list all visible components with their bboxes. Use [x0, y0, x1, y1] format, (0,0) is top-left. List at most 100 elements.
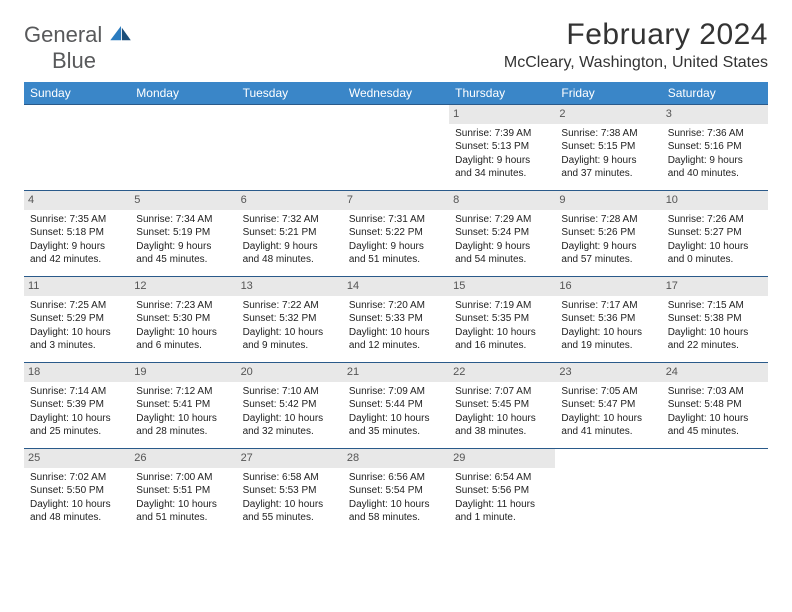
calendar-body: 1Sunrise: 7:39 AMSunset: 5:13 PMDaylight… [24, 105, 768, 535]
daylight-text: and 0 minutes. [668, 253, 762, 267]
calendar-day: 13Sunrise: 7:22 AMSunset: 5:32 PMDayligh… [237, 277, 343, 363]
sunrise-text: Sunrise: 7:17 AM [561, 299, 655, 313]
sunset-text: Sunset: 5:16 PM [668, 140, 762, 154]
day-number: 10 [662, 191, 768, 210]
weekday-header: Monday [130, 82, 236, 105]
daylight-text: and 25 minutes. [30, 425, 124, 439]
sunrise-text: Sunrise: 6:56 AM [349, 471, 443, 485]
sunset-text: Sunset: 5:26 PM [561, 226, 655, 240]
day-number: 3 [662, 105, 768, 124]
day-number: 11 [24, 277, 130, 296]
sunset-text: Sunset: 5:42 PM [243, 398, 337, 412]
day-number: 28 [343, 449, 449, 468]
calendar-day-empty [555, 449, 661, 535]
daylight-text: Daylight: 10 hours [561, 326, 655, 340]
sunrise-text: Sunrise: 7:25 AM [30, 299, 124, 313]
calendar-day: 23Sunrise: 7:05 AMSunset: 5:47 PMDayligh… [555, 363, 661, 449]
calendar-week: 11 Sunrise: 7:25 AMSunset: 5:29 PM Dayligh… [24, 277, 768, 363]
weekday-header: Wednesday [343, 82, 449, 105]
daylight-text: Daylight: 9 hours [561, 154, 655, 168]
daylight-text: and 38 minutes. [455, 425, 549, 439]
daylight-text: Daylight: 9 hours [136, 240, 230, 254]
sunrise-text: Sunrise: 7:05 AM [561, 385, 655, 399]
daylight-text: Daylight: 9 hours [243, 240, 337, 254]
calendar-day: 25 Sunrise: 7:02 AMSunset: 5:50 PMDayligh… [24, 449, 130, 535]
sunset-text: Sunset: 5:36 PM [561, 312, 655, 326]
daylight-text: and 6 minutes. [136, 339, 230, 353]
calendar-day: 14Sunrise: 7:20 AMSunset: 5:33 PMDayligh… [343, 277, 449, 363]
calendar-header-row: SundayMondayTuesdayWednesdayThursdayFrid… [24, 82, 768, 105]
day-number: 18 [24, 363, 130, 382]
calendar-day: 12Sunrise: 7:23 AMSunset: 5:30 PMDayligh… [130, 277, 236, 363]
day-number: 25 [24, 449, 130, 468]
daylight-text: Daylight: 10 hours [136, 498, 230, 512]
sunset-text: Sunset: 5:33 PM [349, 312, 443, 326]
month-title: February 2024 [504, 18, 768, 52]
daylight-text: and 57 minutes. [561, 253, 655, 267]
sunrise-text: Sunrise: 7:09 AM [349, 385, 443, 399]
sunrise-text: Sunrise: 7:38 AM [561, 127, 655, 141]
day-number: 4 [24, 191, 130, 210]
daylight-text: and 58 minutes. [349, 511, 443, 525]
sunset-text: Sunset: 5:53 PM [243, 484, 337, 498]
sunset-text: Sunset: 5:22 PM [349, 226, 443, 240]
day-number: 9 [555, 191, 661, 210]
daylight-text: Daylight: 10 hours [349, 412, 443, 426]
calendar-day: 29Sunrise: 6:54 AMSunset: 5:56 PMDayligh… [449, 449, 555, 535]
calendar-day-empty [130, 105, 236, 191]
daylight-text: Daylight: 10 hours [668, 326, 762, 340]
sunrise-text: Sunrise: 7:26 AM [668, 213, 762, 227]
daylight-text: and 51 minutes. [349, 253, 443, 267]
daylight-text: Daylight: 10 hours [243, 326, 337, 340]
calendar-day: 28Sunrise: 6:56 AMSunset: 5:54 PMDayligh… [343, 449, 449, 535]
daylight-text: and 45 minutes. [136, 253, 230, 267]
sunrise-text: Sunrise: 7:19 AM [455, 299, 549, 313]
sunrise-text: Sunrise: 7:02 AM [30, 471, 124, 485]
calendar-day: 6Sunrise: 7:32 AMSunset: 5:21 PMDaylight… [237, 191, 343, 277]
day-number: 24 [662, 363, 768, 382]
calendar-page: General Blue February 2024 McCleary, Was… [0, 0, 792, 547]
sunset-text: Sunset: 5:50 PM [30, 484, 124, 498]
calendar-day: 15 Sunrise: 7:19 AMSunset: 5:35 PMDayligh… [449, 277, 555, 363]
calendar-week: 18Sunrise: 7:14 AMSunset: 5:39 PMDayligh… [24, 363, 768, 449]
daylight-text: and 55 minutes. [243, 511, 337, 525]
daylight-text: Daylight: 9 hours [561, 240, 655, 254]
day-number: 19 [130, 363, 236, 382]
sunset-text: Sunset: 5:39 PM [30, 398, 124, 412]
sunset-text: Sunset: 5:35 PM [455, 312, 549, 326]
day-number: 29 [449, 449, 555, 468]
daylight-text: and 3 minutes. [30, 339, 124, 353]
sunset-text: Sunset: 5:48 PM [668, 398, 762, 412]
sunset-text: Sunset: 5:56 PM [455, 484, 549, 498]
day-number: 7 [343, 191, 449, 210]
calendar-day: 10Sunrise: 7:26 AMSunset: 5:27 PMDayligh… [662, 191, 768, 277]
daylight-text: and 48 minutes. [243, 253, 337, 267]
calendar-day: 1Sunrise: 7:39 AMSunset: 5:13 PMDaylight… [449, 105, 555, 191]
location-text: McCleary, Washington, United States [504, 54, 768, 72]
sunrise-text: Sunrise: 7:22 AM [243, 299, 337, 313]
daylight-text: and 54 minutes. [455, 253, 549, 267]
weekday-header: Tuesday [237, 82, 343, 105]
calendar-day: 17Sunrise: 7:15 AMSunset: 5:38 PMDayligh… [662, 277, 768, 363]
sunrise-text: Sunrise: 7:15 AM [668, 299, 762, 313]
sunset-text: Sunset: 5:18 PM [30, 226, 124, 240]
calendar-week: 4Sunrise: 7:35 AMSunset: 5:18 PMDaylight… [24, 191, 768, 277]
calendar-day: 26Sunrise: 7:00 AMSunset: 5:51 PMDayligh… [130, 449, 236, 535]
sunrise-text: Sunrise: 7:12 AM [136, 385, 230, 399]
day-number: 15 [449, 277, 555, 296]
sunrise-text: Sunrise: 7:03 AM [668, 385, 762, 399]
calendar-day-empty [24, 105, 130, 191]
brand-logo: General Blue [24, 18, 102, 74]
day-number: 5 [130, 191, 236, 210]
sunset-text: Sunset: 5:47 PM [561, 398, 655, 412]
daylight-text: Daylight: 10 hours [455, 326, 549, 340]
daylight-text: Daylight: 10 hours [668, 412, 762, 426]
daylight-text: Daylight: 10 hours [30, 498, 124, 512]
weekday-header: Friday [555, 82, 661, 105]
daylight-text: Daylight: 10 hours [30, 412, 124, 426]
calendar-day: 7Sunrise: 7:31 AMSunset: 5:22 PMDaylight… [343, 191, 449, 277]
calendar-day: 16Sunrise: 7:17 AMSunset: 5:36 PMDayligh… [555, 277, 661, 363]
sunset-text: Sunset: 5:29 PM [30, 312, 124, 326]
sunrise-text: Sunrise: 7:10 AM [243, 385, 337, 399]
daylight-text: and 42 minutes. [30, 253, 124, 267]
